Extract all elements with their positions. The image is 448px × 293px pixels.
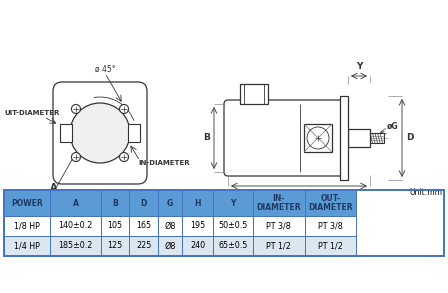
Bar — [4, 216, 50, 236]
Bar — [4, 190, 444, 256]
Text: OUT-
DIAMETER: OUT- DIAMETER — [308, 194, 353, 212]
Text: 195: 195 — [190, 222, 205, 231]
Bar — [253, 190, 305, 216]
Circle shape — [70, 103, 130, 163]
Text: 185±0.2: 185±0.2 — [58, 241, 93, 251]
Bar — [305, 236, 357, 256]
Text: IN-DIAMETER: IN-DIAMETER — [138, 160, 190, 166]
Bar — [50, 190, 101, 216]
Text: H: H — [194, 198, 201, 207]
Bar — [158, 190, 182, 216]
Text: H: H — [295, 190, 303, 199]
Text: UIT-DIAMETER: UIT-DIAMETER — [4, 110, 60, 116]
Bar — [213, 190, 253, 216]
Text: 1/8 HP: 1/8 HP — [14, 222, 40, 231]
Text: 65±0.5: 65±0.5 — [218, 241, 247, 251]
Text: (P.C.D.): (P.C.D.) — [41, 195, 67, 202]
Text: D: D — [141, 198, 147, 207]
Circle shape — [72, 105, 81, 113]
Bar — [182, 216, 213, 236]
Text: ø 45°: ø 45° — [95, 64, 115, 74]
Bar — [101, 190, 129, 216]
Bar — [129, 236, 158, 256]
Text: 1/4 HP: 1/4 HP — [14, 241, 40, 251]
FancyBboxPatch shape — [224, 100, 344, 176]
Bar — [240, 84, 268, 104]
Text: PT 1/2: PT 1/2 — [266, 241, 291, 251]
Bar — [213, 236, 253, 256]
Bar — [304, 124, 332, 152]
Bar — [50, 236, 101, 256]
Text: Y: Y — [356, 62, 362, 71]
Text: A: A — [50, 183, 58, 193]
Text: 225: 225 — [136, 241, 151, 251]
Bar — [129, 216, 158, 236]
Bar — [4, 190, 50, 216]
Text: øG: øG — [387, 122, 399, 131]
Bar — [348, 129, 370, 147]
Bar — [129, 190, 158, 216]
Bar — [340, 96, 348, 180]
Bar — [253, 216, 305, 236]
Text: G: G — [167, 198, 173, 207]
Bar — [101, 236, 129, 256]
Text: 165: 165 — [136, 222, 151, 231]
Text: Ø8: Ø8 — [164, 241, 176, 251]
Bar — [158, 216, 182, 236]
Circle shape — [120, 153, 129, 161]
Bar — [305, 190, 357, 216]
Text: B: B — [112, 198, 118, 207]
Bar — [60, 124, 72, 142]
Bar — [101, 216, 129, 236]
Bar — [4, 236, 50, 256]
Text: PT 1/2: PT 1/2 — [318, 241, 343, 251]
Text: B: B — [203, 134, 210, 142]
Bar — [213, 216, 253, 236]
Text: Y: Y — [230, 198, 236, 207]
Text: IN-
DIAMETER: IN- DIAMETER — [256, 194, 301, 212]
FancyBboxPatch shape — [53, 82, 147, 184]
Bar — [158, 236, 182, 256]
Text: A: A — [73, 198, 78, 207]
Bar — [370, 133, 384, 143]
Bar — [253, 236, 305, 256]
Circle shape — [120, 105, 129, 113]
Text: 140±0.2: 140±0.2 — [58, 222, 93, 231]
Text: Ø8: Ø8 — [164, 222, 176, 231]
Bar — [305, 216, 357, 236]
Text: PT 3/8: PT 3/8 — [266, 222, 291, 231]
Bar — [182, 190, 213, 216]
Text: PT 3/8: PT 3/8 — [318, 222, 343, 231]
Text: 50±0.5: 50±0.5 — [218, 222, 247, 231]
Bar — [50, 216, 101, 236]
Text: 125: 125 — [108, 241, 123, 251]
Text: POWER: POWER — [11, 198, 43, 207]
Bar — [182, 236, 213, 256]
Text: Unit:mm: Unit:mm — [409, 188, 442, 197]
Circle shape — [72, 153, 81, 161]
Text: 240: 240 — [190, 241, 205, 251]
Bar — [128, 124, 140, 142]
Text: D: D — [406, 134, 414, 142]
Text: 105: 105 — [108, 222, 123, 231]
